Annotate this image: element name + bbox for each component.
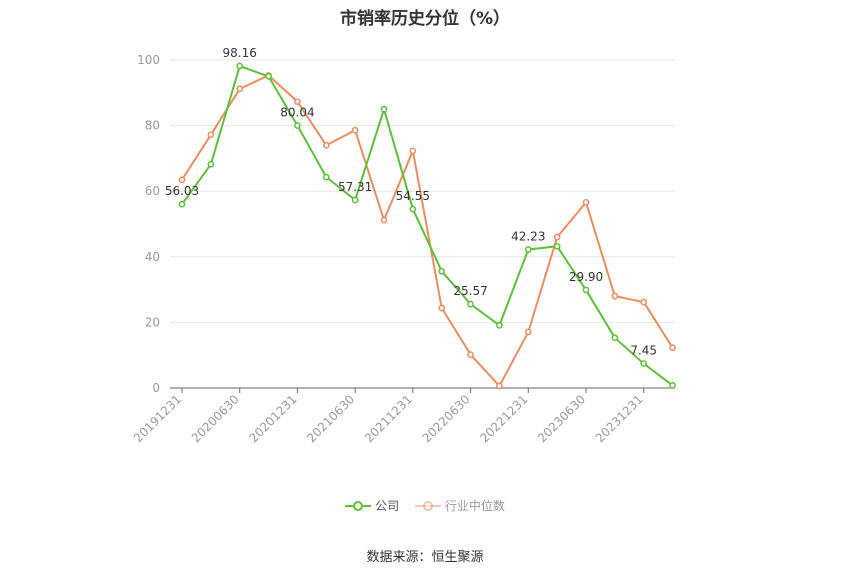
point-industry-median [496,382,503,390]
legend-label-company: 公司 [375,499,400,513]
point-industry-median [294,98,301,106]
point-company [236,62,244,70]
point-company [669,382,676,389]
point-company [351,196,359,204]
point-industry-median [409,147,417,155]
x-tick-label: 20230630 [535,392,588,445]
data-label: 25.57 [453,284,487,298]
data-label-layer: 56.03 98.16 80.04 57.31 54.55 25.57 42.23 29.90… [165,46,657,358]
point-company [611,334,619,342]
data-label: 57.31 [338,180,372,194]
point-company [553,242,561,250]
data-label: 98.16 [223,46,257,60]
legend-swatch-company [345,500,372,511]
series-layer [178,62,676,390]
point-company [524,246,532,253]
point-industry-median [553,233,561,241]
point-industry-median [524,328,532,336]
x-tick-label: 20221231 [477,392,530,445]
x-tick-label: 20210630 [304,392,357,445]
point-company [467,300,474,308]
point-company [496,322,503,329]
point-industry-median [582,199,590,206]
point-company [265,73,272,80]
data-label: 80.04 [280,105,314,119]
x-tick-label: 20201231 [246,392,299,445]
point-industry-median [207,131,215,139]
point-company [438,267,446,275]
x-tick-label: 20211231 [362,392,415,445]
y-tick-label: 40 [145,250,160,264]
grid-layer [170,59,675,323]
point-industry-median [351,126,359,134]
series-line-industry-median [181,74,674,388]
y-tick-label: 20 [145,315,160,329]
legend-label-industry-median: 行业中位数 [444,499,505,513]
legend: 公司 行业中位数 [0,497,850,515]
data-label: 54.55 [396,189,430,203]
point-industry-median [640,298,648,306]
x-tick-label: 20200630 [189,392,242,445]
point-industry-median [611,292,619,300]
point-company [207,160,215,168]
data-source: 数据来源：恒生聚源 [366,550,484,565]
point-industry-median [236,85,244,93]
x-tick-label: 20191231 [131,392,184,445]
data-label: 42.23 [511,229,545,243]
x-tick-label: 20231231 [593,392,646,445]
data-label: 56.03 [165,184,199,198]
point-industry-median [438,304,446,312]
point-company [380,105,388,113]
legend-item-industry-median[interactable]: 行业中位数 [414,497,505,514]
point-company [409,205,417,213]
point-industry-median [467,351,474,358]
point-industry-median [669,344,676,352]
series-line-company [181,65,674,387]
y-tick-label: 100 [137,53,160,67]
x-tick-label: 20220630 [420,392,473,445]
y-tick-label: 60 [145,184,160,198]
point-company [582,286,590,294]
point-company [322,173,330,181]
point-company [178,200,186,208]
chart-title: 市销率历史分位（%） [339,9,511,29]
data-label: 7.45 [630,344,657,358]
point-company [294,122,301,129]
point-company [640,360,648,367]
point-industry-median [380,216,388,224]
legend-item-company[interactable]: 公司 [345,497,399,514]
point-industry-median [322,141,330,149]
point-industry-median [178,176,186,184]
legend-swatch-industry-median [414,500,441,511]
y-tick-label: 80 [145,119,160,133]
data-label: 29.90 [569,270,603,284]
y-tick-label: 0 [152,381,160,395]
